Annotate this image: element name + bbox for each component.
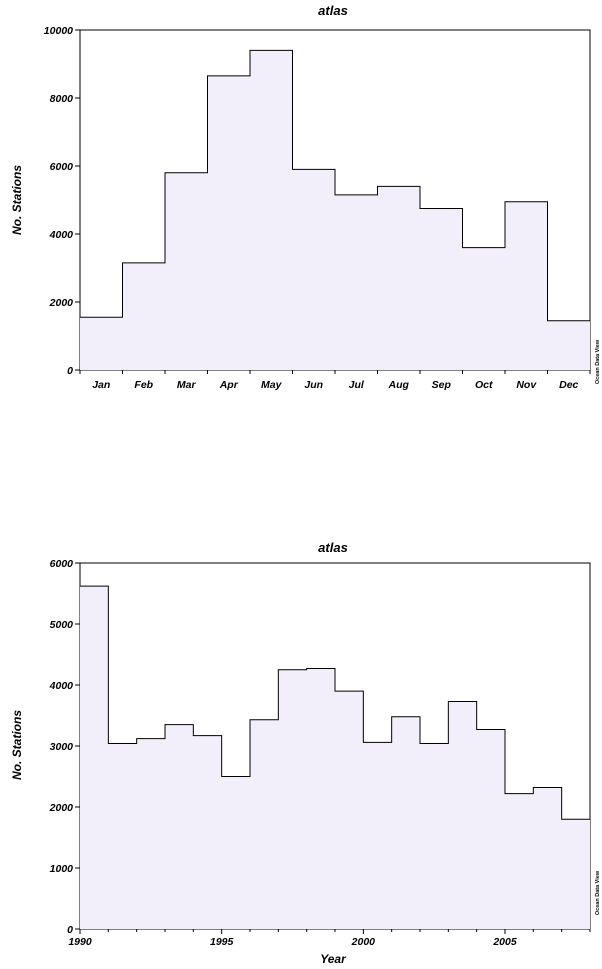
x-tick-label: Apr (219, 379, 239, 391)
x-tick-label: 2005 (492, 936, 517, 948)
histogram-bar (548, 321, 591, 370)
y-axis-label: No. Stations (10, 165, 24, 235)
histogram-bar (250, 50, 293, 370)
histogram-bar (250, 720, 278, 929)
histogram-bar (80, 317, 123, 370)
y-tick-label: 8000 (50, 93, 74, 105)
histogram-bar (137, 739, 165, 929)
x-tick-label: May (261, 379, 283, 391)
x-tick-label: Aug (388, 379, 410, 391)
histogram-bar (448, 701, 476, 929)
histogram-bar (363, 742, 391, 929)
histogram-bar (165, 173, 208, 370)
chart-title: atlas (318, 540, 348, 555)
y-axis-ticks: 0 2000 4000 6000 8000 10000 (44, 25, 80, 377)
histogram-bar (165, 725, 193, 929)
histogram-bar (335, 195, 378, 370)
histogram-outline (80, 585, 590, 820)
y-tick-label: 4000 (49, 229, 74, 241)
y-tick-label: 10000 (44, 25, 73, 37)
y-tick-label: 0 (67, 924, 73, 936)
x-tick-label: Sep (432, 379, 452, 391)
y-tick-label: 0 (67, 365, 73, 377)
x-axis-label: Year (320, 952, 347, 966)
y-tick-label: 4000 (49, 680, 74, 692)
histogram-bar (378, 186, 421, 370)
credit-label: Ocean Data View (595, 339, 601, 384)
y-tick-label: 6000 (50, 558, 74, 570)
x-axis-ticks: 1990 1995 2000 2005 (68, 929, 591, 948)
x-tick-label: Jan (92, 379, 110, 391)
histogram-bar (533, 787, 561, 929)
histogram-bar (463, 248, 506, 370)
histogram-bar (562, 819, 590, 929)
x-tick-label: Oct (475, 379, 493, 391)
histogram-area (80, 586, 590, 929)
x-tick-label: 1990 (68, 936, 92, 948)
y-tick-label: 1000 (50, 863, 74, 875)
histogram-bar (222, 777, 250, 930)
histogram-bar (278, 670, 306, 929)
y-tick-label: 6000 (50, 161, 74, 173)
y-tick-label: 2000 (49, 297, 74, 309)
credit-label: Ocean Data View (595, 870, 601, 915)
y-tick-label: 2000 (49, 802, 74, 814)
monthly-chart: atlas 0 2000 4000 6000 8000 10000 Jan Feb Mar Ap… (10, 3, 601, 391)
x-axis-ticks: Jan Feb Mar Apr May Jun Jul Aug Sep Oct Nov Dec (79, 370, 591, 391)
histogram-outline (80, 49, 590, 322)
histogram-bar (420, 209, 463, 371)
histogram-bar (335, 691, 363, 929)
histogram-bar (80, 586, 108, 929)
x-tick-label: Feb (134, 379, 153, 391)
x-tick-label: Jul (349, 379, 365, 391)
histogram-bar (307, 669, 335, 929)
x-tick-label: 2000 (351, 936, 376, 948)
chart-title: atlas (318, 3, 348, 18)
histogram-bar (123, 263, 166, 370)
histogram-bar (208, 76, 251, 370)
yearly-chart: atlas 0 1000 2000 3000 4000 5000 6000 1990 1995… (10, 540, 601, 966)
x-tick-label: Nov (516, 379, 537, 391)
histogram-bar (108, 744, 136, 929)
y-axis-label: No. Stations (10, 710, 24, 780)
histogram-bar (505, 202, 548, 370)
histogram-bar (293, 169, 336, 370)
histogram-bar (392, 717, 420, 929)
y-axis-ticks: 0 1000 2000 3000 4000 5000 6000 (49, 558, 80, 936)
histogram-bar (505, 794, 533, 929)
histogram-bar (193, 736, 221, 929)
histogram-bar (420, 744, 448, 929)
x-tick-label: Dec (559, 379, 578, 391)
y-tick-label: 5000 (50, 619, 74, 631)
x-tick-label: Mar (177, 379, 197, 391)
y-tick-label: 3000 (50, 741, 74, 753)
x-tick-label: 1995 (210, 936, 234, 948)
histogram-bar (477, 730, 505, 929)
x-tick-label: Jun (304, 379, 323, 391)
